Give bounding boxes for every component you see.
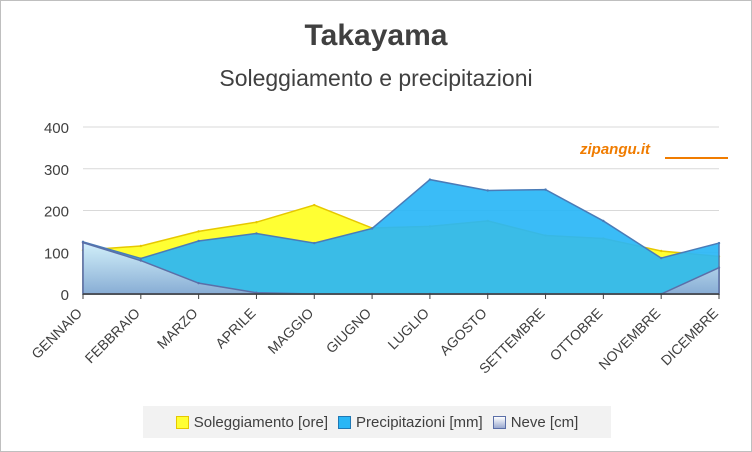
x-tick-label: APRILE: [212, 305, 259, 352]
area-sunshine-point: [139, 244, 143, 248]
legend-item-snow: Neve [cm]: [492, 413, 579, 431]
area-snow-point: [717, 266, 721, 269]
y-tick-label: 200: [44, 204, 69, 221]
y-tick-label: 0: [61, 287, 69, 304]
x-tick-label: OTTOBRE: [546, 305, 605, 364]
area-precipitation-point: [717, 241, 721, 245]
x-tick-label: DICEMBRE: [658, 305, 722, 369]
area-precipitation-point: [486, 189, 489, 192]
x-tick-label: NOVEMBRE: [595, 305, 663, 373]
x-tick-label: MAGGIO: [264, 305, 316, 357]
x-tick-label: GENNAIO: [28, 305, 85, 362]
area-precipitation-point: [255, 232, 258, 235]
area-snow-point: [197, 281, 200, 285]
x-tick-label: FEBBRAIO: [82, 305, 143, 366]
area-sunshine-point: [659, 249, 663, 253]
legend-label-precipitation: Precipitazioni [mm]: [356, 413, 483, 431]
watermark-text: zipangu.it: [580, 141, 650, 158]
area-snow-point: [139, 259, 143, 262]
area-precipitation-point: [370, 227, 374, 230]
legend-swatch-sunshine: [175, 415, 189, 429]
area-precipitation-point: [428, 178, 432, 181]
y-tick-label: 100: [44, 245, 69, 262]
area-snow-point: [81, 241, 85, 244]
legend-swatch-snow: [492, 415, 506, 429]
legend-label-snow: Neve [cm]: [510, 413, 579, 431]
y-tick-label: 300: [44, 162, 69, 179]
area-sunshine-point: [255, 220, 258, 224]
chart-legend: Soleggiamento [ore] Precipitazioni [mm] …: [143, 406, 611, 438]
area-precipitation-point: [544, 188, 547, 191]
x-tick-label: GIUGNO: [323, 305, 375, 357]
area-precipitation-point: [139, 257, 143, 260]
x-tick-label: AGOSTO: [436, 305, 490, 359]
x-tick-label: LUGLIO: [384, 305, 432, 353]
x-tick-label: MARZO: [154, 305, 201, 352]
legend-swatch-precipitation: [338, 415, 352, 429]
chart-subtitle: Soleggiamento e precipitazioni: [219, 65, 533, 91]
legend-label-sunshine: Soleggiamento [ore]: [193, 413, 329, 431]
area-precipitation-point: [197, 239, 200, 243]
area-precipitation-point: [659, 256, 663, 260]
area-sunshine-point: [197, 230, 200, 233]
legend-item-precipitation: Precipitazioni [mm]: [338, 414, 483, 431]
area-precipitation-point: [313, 241, 316, 245]
chart-title: Takayama: [304, 19, 448, 52]
y-tick-label: 400: [44, 120, 69, 137]
legend-item-sunshine: Soleggiamento [ore]: [175, 413, 329, 431]
watermark-underline: [665, 157, 728, 159]
area-sunshine-point: [313, 203, 316, 207]
area-precipitation-point: [602, 219, 605, 223]
